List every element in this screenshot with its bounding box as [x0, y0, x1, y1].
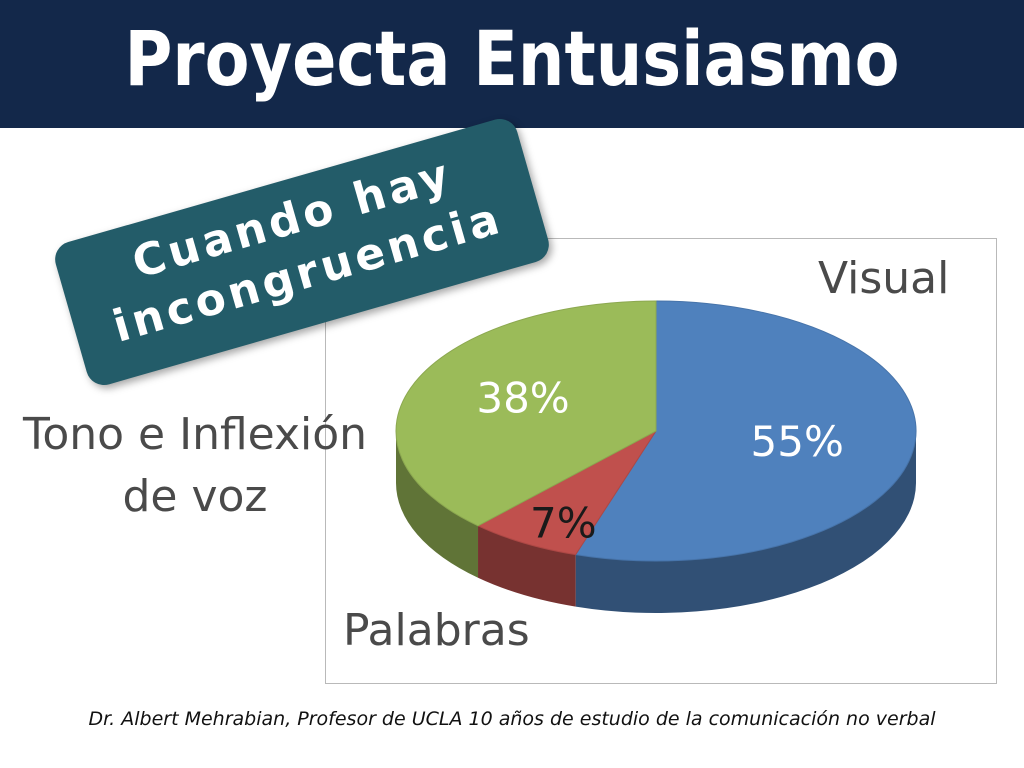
label-palabras: Palabras — [343, 605, 530, 656]
label-tono: Tono e Inflexión de voz — [0, 404, 390, 528]
page-title: Proyecta Entusiasmo — [124, 14, 900, 103]
pie-chart: 55% 7% 38% — [395, 300, 917, 613]
header-bar — [0, 0, 1024, 128]
source-footnote: Dr. Albert Mehrabian, Profesor de UCLA 1… — [88, 708, 936, 730]
data-label-1: 7% — [530, 498, 597, 547]
label-tono-line2: de voz — [122, 471, 268, 522]
label-visual: Visual — [818, 253, 950, 304]
pie-side-2 — [396, 431, 479, 578]
pie-slice-0 — [574, 300, 917, 562]
pie-side-1 — [478, 525, 576, 607]
pie-slice-1 — [476, 430, 657, 556]
pie-side-0 — [575, 431, 916, 613]
data-label-0: 55% — [751, 417, 844, 466]
data-label-2: 38% — [476, 374, 569, 423]
chart-frame: 55% 7% 38% — [325, 238, 997, 684]
pie-slice-2 — [395, 300, 657, 527]
label-tono-line1: Tono e Inflexión — [22, 409, 368, 460]
